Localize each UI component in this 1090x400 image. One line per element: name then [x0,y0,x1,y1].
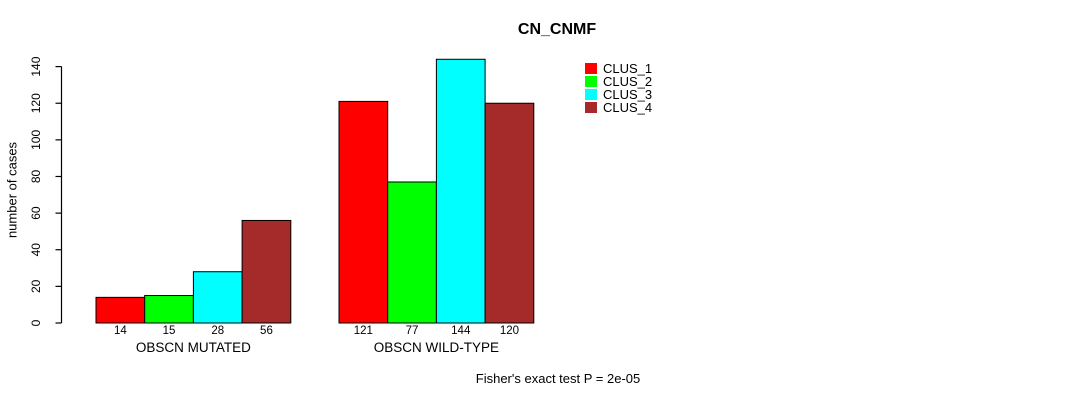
bar-value-label: 56 [260,325,273,337]
bar-clus_4-group2 [484,102,535,324]
y-axis-tick-label: 100 [29,130,43,150]
y-axis-tick-label: 120 [29,93,43,113]
bar-clus_2-group2 [387,181,437,324]
bar-value-label: 15 [163,325,176,337]
bar-value-label: 144 [451,325,471,337]
legend-swatch-icon [585,89,597,100]
chart-title: CN_CNMF [517,21,597,38]
bar-clus_2-group1 [144,295,194,324]
bar-value-label: 28 [211,325,224,337]
legend: CLUS_1 CLUS_2 CLUS_3 CLUS_4 [585,62,652,114]
bar-clus_1-group2 [338,100,389,324]
legend-label: CLUS_3 [603,87,653,102]
y-axis-tick-label: 0 [29,319,43,326]
category-label: OBSCN MUTATED [136,340,251,355]
bar-clus_4-group1 [241,219,292,324]
legend-item: CLUS_1 [585,62,652,75]
bar-value-label: 14 [114,325,127,337]
y-axis-tick-label: 60 [29,206,43,220]
legend-item: CLUS_3 [585,88,652,101]
legend-swatch-icon [585,76,597,87]
legend-item: CLUS_2 [585,75,652,88]
bar-value-label: 120 [500,325,519,337]
bar-value-label: 77 [406,325,419,337]
legend-label: CLUS_4 [603,100,653,115]
bar-clus_1-group1 [95,296,146,324]
y-axis-tick-label: 80 [29,169,43,183]
annotation-text: Fisher's exact test P = 2e-05 [475,371,641,386]
category-label: OBSCN WILD-TYPE [374,340,499,355]
legend-swatch-icon [585,102,597,113]
y-axis-tick-label: 40 [29,243,43,257]
legend-label: CLUS_2 [603,74,653,89]
bar-value-label: 121 [354,325,373,337]
y-axis-tick-label: 20 [29,279,43,293]
bar-clus_3-group1 [192,271,243,324]
legend-item: CLUS_4 [585,101,652,114]
legend-swatch-icon [585,63,597,74]
bar-clus_3-group2 [435,58,486,324]
legend-label: CLUS_1 [603,61,653,76]
y-axis-tick-label: 140 [29,56,43,76]
